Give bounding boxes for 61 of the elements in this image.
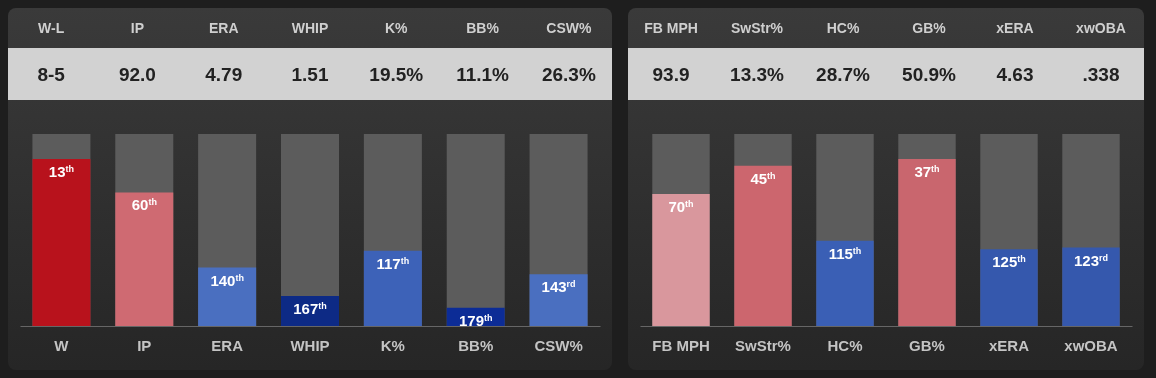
bar [980, 249, 1038, 326]
category-label: xERA [996, 20, 1034, 36]
x-tick-label: K% [380, 336, 405, 354]
text: 4.79 [205, 64, 243, 85]
category-label: WHIP [291, 20, 329, 36]
text: 26.3% [541, 64, 596, 85]
category-label: ERA [208, 20, 239, 36]
text: 50.9% [902, 64, 957, 85]
annotation: 117$^{th}$ [376, 254, 410, 272]
annotation: 115$^{th}$ [828, 244, 862, 262]
x-tick-label: WHIP [290, 336, 330, 354]
category-label: W-L [38, 20, 65, 36]
annotation: 123$^{rd}$ [1073, 251, 1109, 269]
bar [1062, 247, 1120, 326]
annotation: 140$^{th}$ [210, 271, 244, 289]
x-tick-label: BB% [458, 336, 494, 354]
text: 28.7% [816, 64, 871, 85]
annotation: 143$^{rd}$ [541, 278, 576, 296]
category-label: IP [130, 20, 145, 36]
x-tick-label: xwOBA [1064, 336, 1118, 354]
x-tick-label: GB% [909, 336, 945, 354]
annotation: 167$^{th}$ [293, 299, 327, 317]
category-label: BB% [466, 20, 500, 36]
bar [529, 274, 588, 326]
text: 19.5% [369, 64, 424, 85]
text: 92.0 [118, 64, 156, 85]
annotation: 37$^{th}$ [914, 163, 940, 181]
x-tick-label: CSW% [534, 336, 583, 354]
text: 1.51 [291, 64, 329, 85]
text: 4.63 [996, 64, 1034, 85]
category-label: K% [385, 20, 409, 36]
annotation: 179$^{th}$ [458, 311, 493, 329]
bar [363, 250, 422, 326]
category-label: SwStr% [730, 20, 784, 36]
category-label: GB% [912, 20, 947, 36]
annotation: 60$^{th}$ [131, 196, 157, 214]
annotation: 45$^{th}$ [750, 169, 776, 187]
category-label: HC% [826, 20, 860, 36]
annotation: 13$^{th}$ [48, 163, 75, 181]
text: 11.1% [456, 64, 510, 85]
text: 13.3% [730, 64, 785, 85]
bar [734, 165, 792, 326]
x-tick-label: HC% [827, 336, 863, 354]
bar [816, 240, 874, 326]
category-label: FB MPH [644, 20, 698, 36]
annotation: 70$^{th}$ [668, 198, 694, 216]
category-label: xwOBA [1076, 20, 1126, 36]
x-tick-label: IP [137, 336, 152, 354]
text: 8-5 [37, 64, 66, 85]
x-tick-label: SwStr% [735, 336, 791, 354]
annotation: 125$^{th}$ [992, 253, 1026, 271]
category-label: CSW% [546, 20, 592, 36]
x-tick-label: FB MPH [652, 336, 710, 354]
bar [115, 192, 174, 326]
bar [198, 267, 257, 326]
text: .338 [1082, 64, 1120, 85]
x-tick-label: W [54, 336, 70, 354]
bar [652, 194, 710, 326]
x-tick-label: xERA [988, 336, 1030, 354]
x-tick-label: ERA [211, 336, 244, 354]
text: 93.9 [652, 64, 690, 85]
